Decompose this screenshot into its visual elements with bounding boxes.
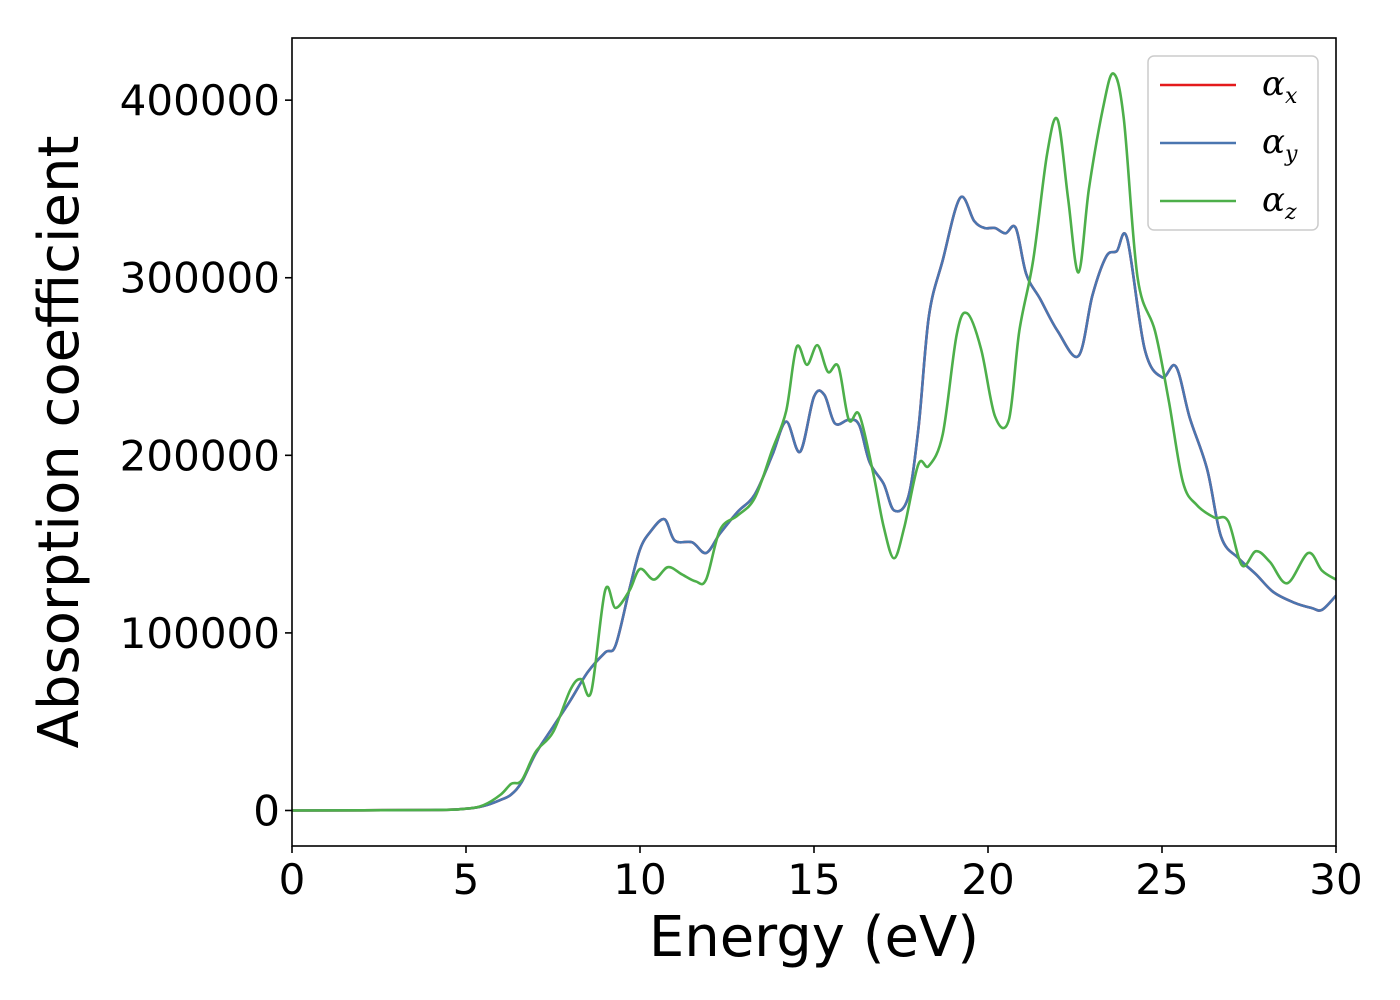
legend-label-y: αy bbox=[1262, 122, 1298, 167]
x-tick-label: 20 bbox=[961, 855, 1014, 904]
y-tick-label: 0 bbox=[253, 786, 280, 835]
series-line-z bbox=[292, 72, 1336, 812]
x-tick-label: 10 bbox=[613, 855, 666, 904]
y-tick-label: 300000 bbox=[120, 254, 280, 303]
y-tick-label: 200000 bbox=[120, 431, 280, 480]
series-lines bbox=[292, 72, 1336, 812]
x-tick-label: 25 bbox=[1135, 855, 1188, 904]
y-tick-label: 400000 bbox=[120, 76, 280, 125]
y-axis-ticks: 0 100000 200000 300000 400000 bbox=[120, 76, 292, 835]
y-axis-label: Absorption coefficient bbox=[27, 136, 92, 749]
x-tick-label: 30 bbox=[1309, 855, 1362, 904]
legend: αx αy αz bbox=[1147, 55, 1319, 231]
y-tick-label: 100000 bbox=[120, 609, 280, 658]
x-axis-label: Energy (eV) bbox=[649, 905, 979, 970]
x-tick-label: 0 bbox=[279, 855, 306, 904]
x-axis-ticks: 0 5 10 15 20 25 30 bbox=[279, 846, 1363, 904]
legend-label-z: αz bbox=[1262, 180, 1297, 225]
x-tick-label: 5 bbox=[453, 855, 480, 904]
legend-label-x: αx bbox=[1262, 64, 1298, 109]
x-tick-label: 15 bbox=[787, 855, 840, 904]
